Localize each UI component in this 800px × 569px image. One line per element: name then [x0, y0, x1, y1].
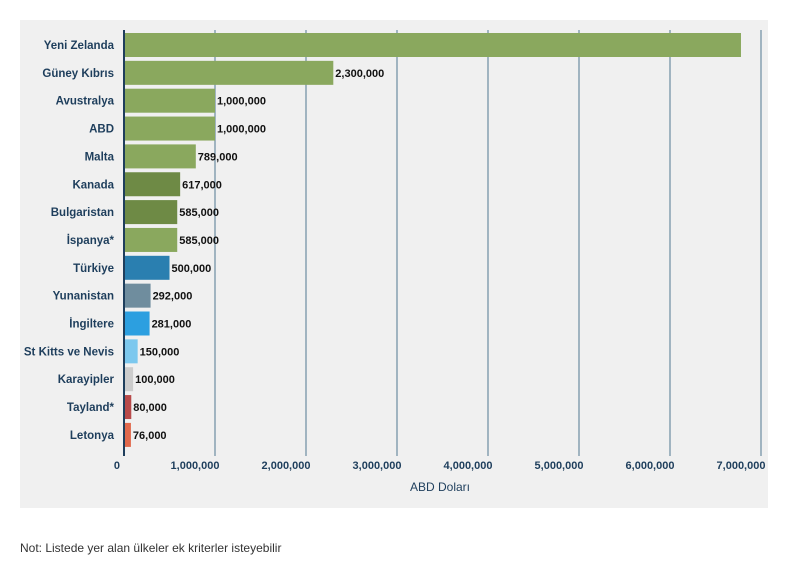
bar: [124, 311, 150, 336]
bar: [124, 60, 334, 85]
value-label: 2,300,000: [335, 68, 384, 80]
value-label: 100,000: [135, 374, 175, 386]
x-tick-label: 2,000,000: [262, 460, 311, 472]
category-label: Bulgaristan: [51, 207, 114, 219]
category-label: Güney Kıbrıs: [42, 68, 114, 80]
value-label: 281,000: [152, 319, 192, 331]
x-tick-label: 5,000,000: [535, 460, 584, 472]
value-label: 76,000: [133, 430, 167, 442]
value-label: 617,000: [182, 179, 222, 191]
bar: [124, 283, 151, 308]
value-label: 585,000: [179, 235, 219, 247]
x-tick-label: 7,000,000: [717, 460, 766, 472]
value-label: 789,000: [198, 151, 238, 163]
category-label: Avustralya: [56, 96, 115, 108]
category-label: Tayland*: [67, 402, 115, 414]
bar: [124, 422, 131, 447]
value-label: 292,000: [153, 291, 193, 303]
category-label: Malta: [85, 151, 115, 163]
bar: [124, 227, 178, 252]
bar: [124, 88, 215, 113]
x-tick-label: 4,000,000: [444, 460, 493, 472]
bar: [124, 255, 170, 280]
category-label: İngiltere: [69, 318, 114, 331]
category-label: Kanada: [72, 179, 114, 191]
bar: [124, 395, 132, 420]
bar-chart: Yeni Zelanda Güney Kıbrıs 2,300,000 Avustra…: [24, 30, 766, 494]
category-label: İspanya*: [67, 234, 115, 247]
bar: [124, 172, 181, 197]
x-tick-label: 0: [114, 460, 120, 472]
category-label: Letonya: [70, 430, 115, 442]
bar: [124, 200, 178, 225]
category-label: ABD: [89, 124, 114, 136]
value-label: 150,000: [140, 346, 180, 358]
bar: [124, 144, 196, 169]
bar: [124, 339, 138, 364]
x-tick-label: 3,000,000: [353, 460, 402, 472]
value-label: 585,000: [179, 207, 219, 219]
category-label: St Kitts ve Nevis: [24, 346, 114, 358]
bar: [124, 116, 215, 141]
category-label: Karayipler: [58, 374, 115, 386]
value-label: 80,000: [133, 402, 167, 414]
value-label: 1,000,000: [217, 96, 266, 108]
value-label: 500,000: [172, 263, 212, 275]
category-label: Yeni Zelanda: [44, 40, 115, 52]
bar: [124, 33, 741, 57]
x-tick-label: 6,000,000: [626, 460, 675, 472]
category-label: Yunanistan: [53, 291, 114, 303]
footnote: Not: Listede yer alan ülkeler ek kriterl…: [20, 541, 282, 555]
chart-panel: Yeni Zelanda Güney Kıbrıs 2,300,000 Avustra…: [20, 20, 768, 508]
bar: [124, 367, 134, 392]
x-axis-title: ABD Doları: [410, 480, 470, 494]
x-tick-label: 1,000,000: [171, 460, 220, 472]
value-label: 1,000,000: [217, 124, 266, 136]
category-label: Türkiye: [73, 263, 114, 275]
